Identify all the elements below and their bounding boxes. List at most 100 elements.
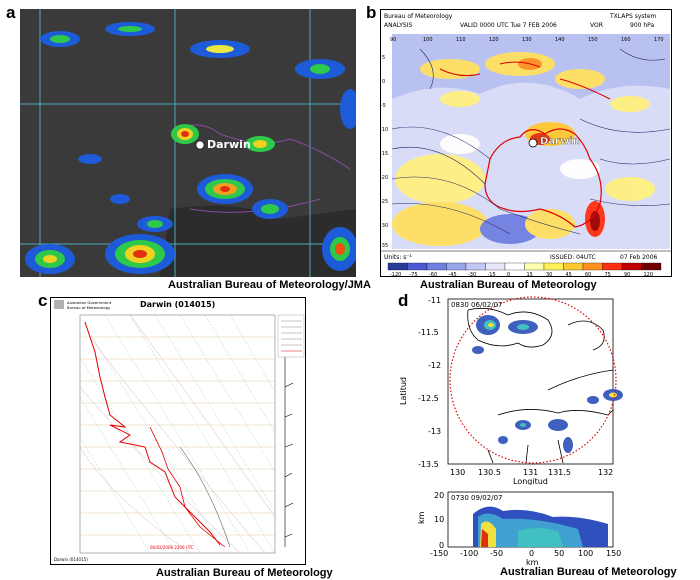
panel-c-label: c	[38, 291, 48, 310]
x-tick-0: 130	[450, 468, 465, 477]
y-tick-0: -11	[428, 296, 441, 305]
y-tick-5: -13.5	[418, 460, 439, 469]
scale-label: -60	[429, 272, 437, 277]
svg-text:-25: -25	[380, 199, 388, 205]
svg-text:0: 0	[382, 79, 385, 85]
svg-text:150: 150	[588, 37, 598, 43]
scale-swatch	[582, 262, 603, 271]
svg-text:100: 100	[423, 37, 433, 43]
y-tick-1: -11.5	[418, 328, 439, 337]
y-tick-3: -12.5	[418, 394, 439, 403]
scale-swatch	[446, 262, 467, 271]
x-tick-3: 131.5	[548, 468, 571, 477]
bottom-y-label: km	[417, 511, 426, 524]
org-line1: Australian Government	[67, 300, 112, 305]
color-scale-bar: -120 -75 -60 -45 -30 -15 0 15 30 45 60 75 90 120	[387, 262, 662, 277]
z-tick-2: 0	[439, 541, 444, 550]
svg-text:-5: -5	[381, 103, 386, 109]
panel-a-label: a	[6, 3, 16, 22]
bottom-x-label: km	[526, 558, 539, 567]
panel-b-credit: Australian Bureau of Meteorology	[420, 279, 597, 291]
scale-swatch	[602, 262, 623, 271]
scale-swatch	[543, 262, 564, 271]
issued-date: 07 Feb 2006	[620, 254, 658, 261]
z-tick-1: 10	[434, 515, 444, 524]
svg-text:170: 170	[654, 37, 664, 43]
footer-station: Darwin (014015)	[54, 557, 88, 562]
scale-label: -45	[449, 272, 457, 277]
x-axis-label: Longitud	[513, 477, 548, 485]
radar-ppi-plot: 0830 06/02/07 -11 -11.5 -12 -12.5 -13 -1…	[399, 296, 623, 485]
svg-text:5: 5	[382, 55, 385, 61]
system-text: TXLAPS system	[609, 13, 657, 20]
radar-cross-section: 0730 09/02/07 20 10 0 -150 -100 -50 0 50…	[417, 491, 621, 567]
scale-label: -15	[488, 272, 496, 277]
y-tick-4: -13	[428, 427, 441, 436]
org-text: Bureau of Meteorology	[384, 13, 453, 20]
vorticity-map: Bureau of Meteorology TXLAPS system ANAL…	[380, 9, 672, 277]
panel-b-label: b	[366, 3, 377, 22]
svg-text:-10: -10	[380, 127, 388, 133]
panel-d-credit: Australian Bureau of Meteorology	[500, 566, 677, 578]
svg-text:110: 110	[456, 37, 466, 43]
scale-swatch	[641, 262, 662, 271]
x-tick-1: 130.5	[478, 468, 501, 477]
scale-label: -120	[390, 272, 401, 277]
svg-text:90: 90	[390, 37, 396, 43]
bx-tick-6: 150	[606, 549, 621, 558]
z-tick-0: 20	[434, 491, 444, 500]
darwin-marker	[195, 140, 205, 150]
x-tick-4: 132	[598, 468, 613, 477]
top-timestamp: 0830 06/02/07	[451, 301, 502, 309]
svg-text:160: 160	[621, 37, 631, 43]
scale-label: -30	[468, 272, 476, 277]
svg-text:-20: -20	[380, 175, 388, 181]
org-line2: Bureau of Meteorology	[67, 305, 111, 310]
bx-tick-2: -50	[490, 549, 503, 558]
darwin-marker	[528, 138, 538, 148]
skew-t-diagram: Australian Government Bureau of Meteorol…	[50, 297, 306, 565]
scale-label: 120	[644, 272, 654, 277]
svg-text:130: 130	[522, 37, 532, 43]
y-axis-label: Latitud	[399, 377, 408, 405]
svg-text:-30: -30	[380, 223, 388, 229]
bx-tick-0: -150	[430, 549, 448, 558]
scale-label: 45	[566, 272, 572, 277]
svg-text:-35: -35	[380, 243, 388, 249]
bx-tick-3: 0	[529, 549, 534, 558]
scale-label: 30	[546, 272, 552, 277]
units-text: Units: s⁻¹	[384, 254, 413, 261]
svg-text:-15: -15	[380, 151, 388, 157]
y-tick-2: -12	[428, 361, 441, 370]
scale-label: 60	[585, 272, 591, 277]
scale-swatch	[426, 262, 447, 271]
svg-text:140: 140	[555, 37, 565, 43]
valid-text: VALID 0000 UTC Tue 7 FEB 2006	[460, 22, 557, 29]
scale-swatch	[621, 262, 642, 271]
scale-swatch	[407, 262, 428, 271]
scale-label: 0	[507, 272, 510, 277]
satellite-image: Darwin	[20, 9, 356, 277]
darwin-label: Darwin	[540, 136, 580, 147]
darwin-label: Darwin	[207, 138, 251, 151]
level-text: 900 hPa	[630, 22, 655, 29]
svg-text:120: 120	[489, 37, 499, 43]
scale-swatch	[387, 262, 408, 271]
scale-label: 90	[624, 272, 630, 277]
bx-tick-1: -100	[460, 549, 478, 558]
issued-text: ISSUED: 04UTC	[550, 254, 596, 261]
bx-tick-4: 50	[554, 549, 564, 558]
panel-c-credit: Australian Bureau of Meteorology	[156, 567, 333, 579]
scale-swatch	[504, 262, 525, 271]
government-crest-icon	[54, 300, 64, 309]
scale-label: -75	[410, 272, 418, 277]
var-text: VOR	[590, 22, 603, 29]
bx-tick-5: 100	[578, 549, 593, 558]
scale-swatch	[485, 262, 506, 271]
bottom-timestamp: 0730 09/02/07	[451, 494, 502, 502]
scale-swatch	[524, 262, 545, 271]
x-tick-2: 131	[523, 468, 538, 477]
scale-label: 15	[527, 272, 533, 277]
panel-a-credit: Australian Bureau of Meteorology/JMA	[168, 279, 371, 291]
scale-swatch	[465, 262, 486, 271]
